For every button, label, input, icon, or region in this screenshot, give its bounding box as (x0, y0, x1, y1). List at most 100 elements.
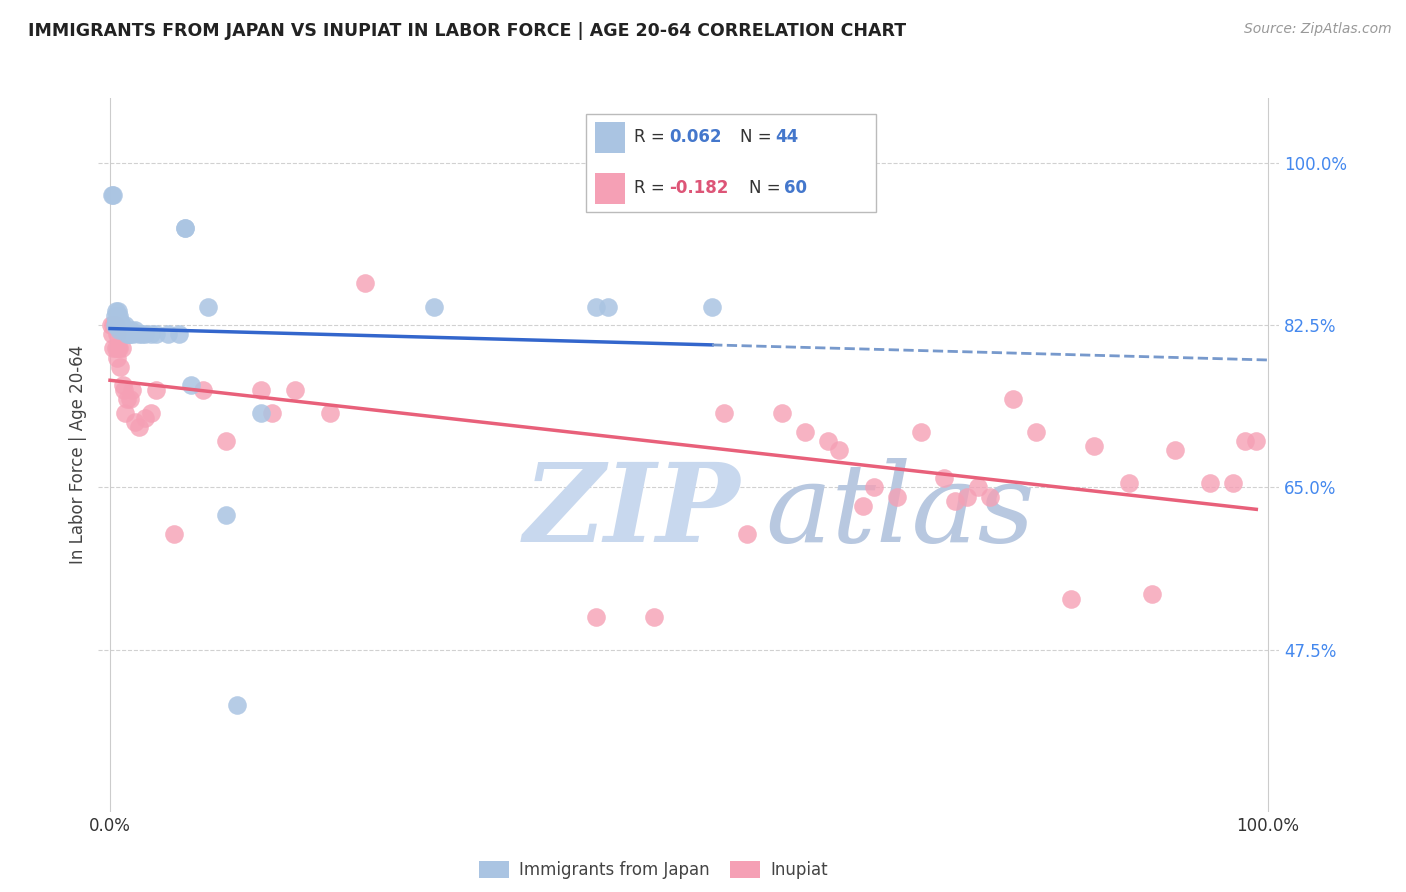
Point (121, 383, 143, 397)
Point (110, 359, 132, 374)
Point (134, 410, 156, 425)
Point (128, 327, 150, 342)
Point (101, 188, 124, 202)
Point (111, 323, 134, 337)
Point (1083, 439, 1105, 453)
Point (1025, 425, 1047, 439)
Point (118, 327, 141, 342)
Point (1164, 443, 1187, 458)
Point (932, 471, 955, 485)
Point (1233, 434, 1256, 448)
Point (1199, 475, 1222, 490)
Point (124, 323, 146, 337)
Point (108, 323, 131, 337)
Point (852, 499, 875, 513)
Point (180, 378, 202, 392)
Point (226, 698, 249, 713)
Point (110, 313, 132, 327)
Point (1060, 591, 1083, 606)
Point (979, 490, 1001, 504)
Legend: Immigrants from Japan, Inupiat: Immigrants from Japan, Inupiat (472, 854, 834, 886)
Point (817, 434, 839, 448)
Point (156, 327, 179, 342)
Point (249, 406, 271, 420)
Point (700, 300, 723, 314)
Point (863, 480, 886, 494)
Point (105, 313, 128, 327)
Point (828, 443, 851, 458)
Point (735, 526, 758, 541)
Point (104, 309, 127, 323)
Point (104, 342, 127, 356)
Point (103, 342, 125, 356)
Text: -0.182: -0.182 (669, 179, 728, 197)
Point (122, 327, 145, 342)
Point (139, 406, 162, 420)
Point (110, 318, 132, 333)
Text: ZIP: ZIP (523, 458, 740, 566)
Point (107, 342, 129, 356)
Point (115, 323, 138, 337)
Point (108, 309, 131, 323)
Text: atlas: atlas (766, 458, 1035, 566)
Point (174, 220, 197, 235)
Point (319, 406, 342, 420)
Point (105, 318, 128, 333)
Y-axis label: In Labor Force | Age 20-64: In Labor Force | Age 20-64 (69, 345, 87, 565)
Point (145, 383, 167, 397)
Point (262, 406, 284, 420)
Point (353, 277, 375, 291)
Point (713, 406, 735, 420)
Text: R =: R = (634, 179, 669, 197)
Point (585, 300, 607, 314)
Point (118, 392, 141, 407)
Point (101, 327, 124, 342)
Point (1222, 475, 1244, 490)
FancyBboxPatch shape (586, 113, 876, 212)
Point (128, 420, 150, 434)
FancyBboxPatch shape (595, 173, 624, 204)
Point (169, 327, 191, 342)
Point (108, 342, 131, 356)
Point (643, 610, 665, 624)
Point (117, 327, 139, 342)
Point (117, 392, 139, 407)
Text: IMMIGRANTS FROM JAPAN VS INUPIAT IN LABOR FORCE | AGE 20-64 CORRELATION CHART: IMMIGRANTS FROM JAPAN VS INUPIAT IN LABO… (28, 22, 907, 40)
Point (104, 304, 127, 318)
Point (197, 300, 219, 314)
Point (943, 494, 966, 508)
Point (793, 425, 815, 439)
Point (110, 342, 132, 356)
Text: 44: 44 (776, 128, 799, 146)
Point (145, 327, 167, 342)
Point (139, 327, 162, 342)
Point (103, 188, 125, 202)
Point (1140, 587, 1163, 601)
Point (886, 490, 908, 504)
Point (107, 313, 129, 327)
Text: N =: N = (740, 128, 778, 146)
Point (110, 318, 132, 333)
Point (112, 323, 135, 337)
Point (967, 480, 990, 494)
Point (103, 318, 125, 333)
FancyBboxPatch shape (595, 122, 624, 153)
Point (112, 383, 135, 397)
Point (105, 327, 128, 342)
Point (215, 508, 238, 523)
Point (1002, 392, 1025, 407)
Point (114, 318, 136, 333)
Point (596, 300, 619, 314)
Point (124, 416, 146, 430)
Point (104, 318, 127, 333)
Point (1246, 434, 1268, 448)
Text: R =: R = (634, 128, 669, 146)
Point (163, 526, 186, 541)
Point (120, 323, 142, 337)
Point (249, 383, 271, 397)
Point (191, 383, 214, 397)
Point (105, 351, 128, 365)
Text: N =: N = (749, 179, 786, 197)
Point (114, 406, 136, 420)
Point (956, 490, 979, 504)
